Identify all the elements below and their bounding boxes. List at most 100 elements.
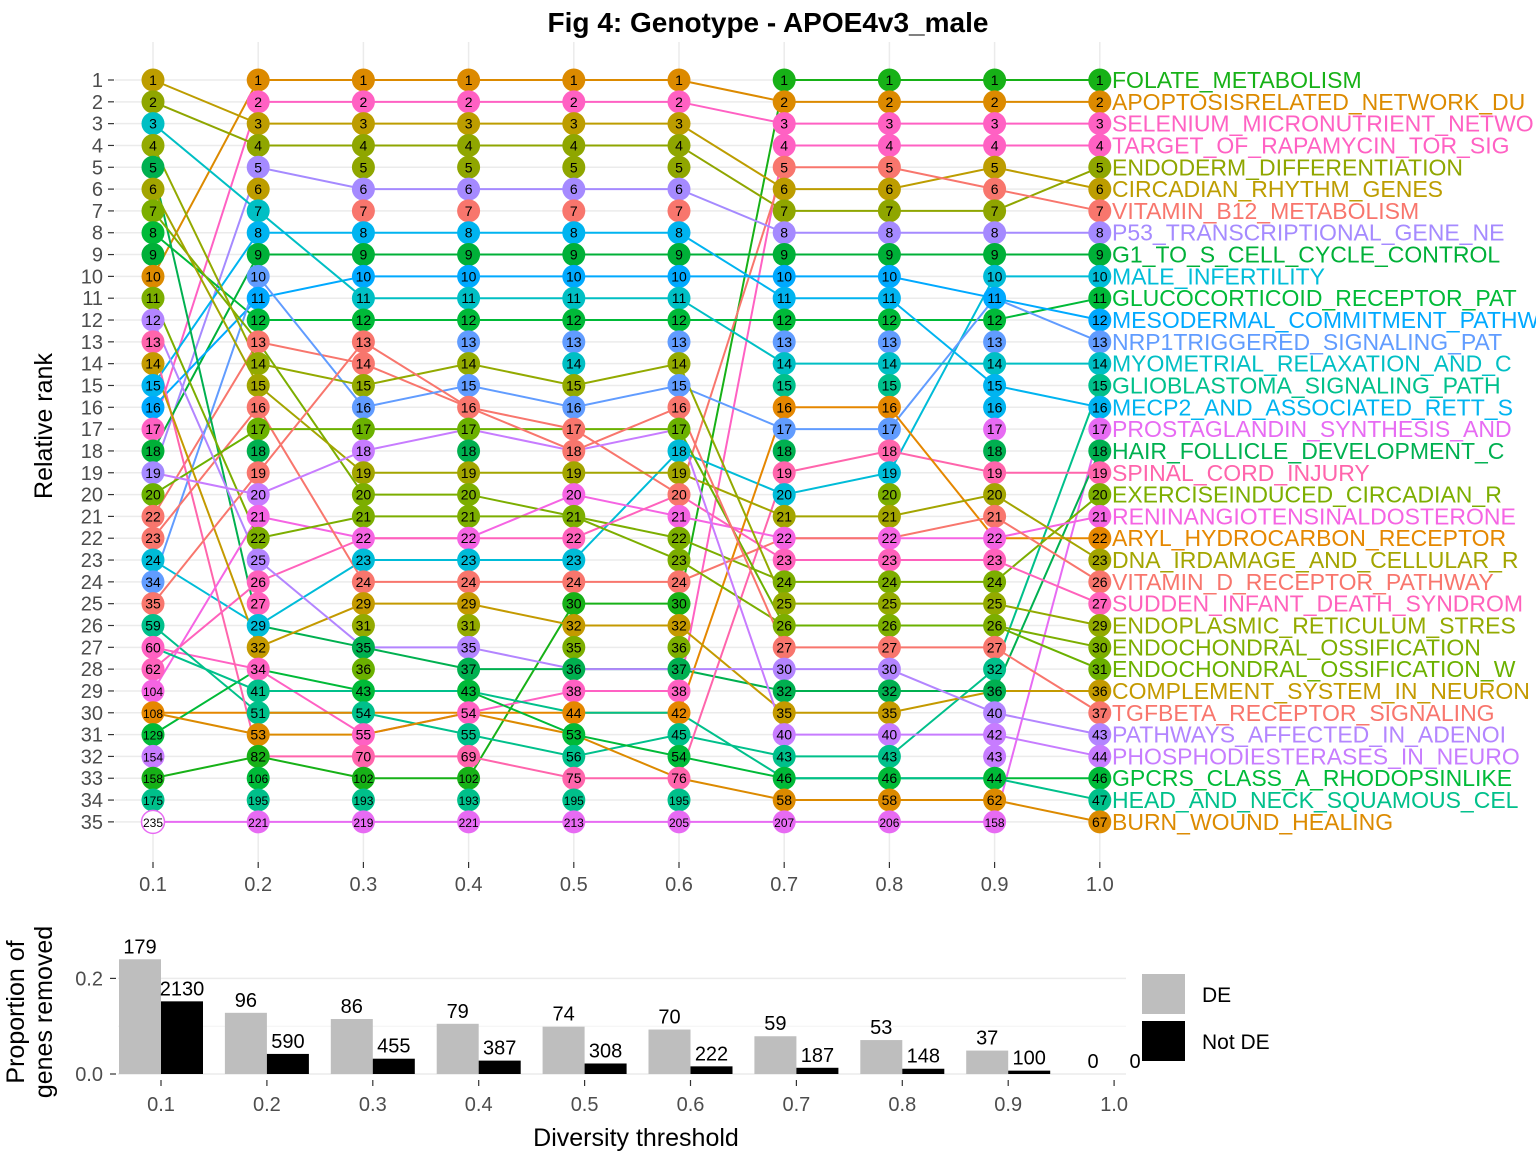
rank-point: 41 <box>246 679 270 703</box>
rank-point-label: 6 <box>254 181 262 197</box>
rank-point-label: 15 <box>145 377 161 393</box>
rank-y-tick-label: 24 <box>81 572 103 594</box>
rank-point-dot <box>562 483 586 507</box>
rank-point-label: 6 <box>360 181 368 197</box>
rank-point-dot <box>1088 592 1112 616</box>
rank-point-dot <box>351 417 375 441</box>
rank-point-label: 75 <box>566 770 582 786</box>
rank-point-label: 19 <box>671 465 687 481</box>
rank-point: 21 <box>562 504 586 528</box>
rank-point: 5 <box>246 155 270 179</box>
rank-point-dot <box>246 744 270 768</box>
rank-point-label: 1 <box>675 72 683 88</box>
rank-point-dot <box>141 439 165 463</box>
rank-point-dot <box>667 395 691 419</box>
rank-point: 20 <box>351 483 375 507</box>
rank-point-label: 1 <box>570 72 578 88</box>
rank-point-label: 21 <box>461 508 477 524</box>
rank-point-dot <box>457 744 481 768</box>
rank-point-label: 3 <box>780 116 788 132</box>
rank-point: 14 <box>1088 352 1112 376</box>
series-line-endoplasmic_reticulum_stres <box>152 145 1101 627</box>
rank-point: 4 <box>141 133 165 157</box>
rank-point: 2 <box>141 90 165 114</box>
rank-point: 11 <box>562 286 586 310</box>
series-line-glucocorticoid_receptor_pat <box>152 231 1101 322</box>
rank-point-dot <box>983 373 1007 397</box>
rank-point-dot <box>1088 788 1112 812</box>
rank-point-dot <box>457 68 481 92</box>
rank-point-label: 108 <box>143 707 163 721</box>
rank-point: 16 <box>877 395 901 419</box>
rank-point: 14 <box>983 352 1007 376</box>
rank-x-tick-label: 0.5 <box>560 874 588 896</box>
rank-point-dot <box>246 461 270 485</box>
bar-value-label: 59 <box>764 1013 786 1035</box>
rank-point: 7 <box>457 199 481 223</box>
rank-point-label: 43 <box>882 748 898 764</box>
rank-point-label: 37 <box>461 661 477 677</box>
rank-point-dot <box>562 373 586 397</box>
rank-point-label: 38 <box>671 683 687 699</box>
rank-point-label: 2 <box>991 94 999 110</box>
rank-point-label: 5 <box>675 159 683 175</box>
rank-point: 12 <box>457 308 481 332</box>
rank-point-label: 13 <box>461 334 477 350</box>
rank-point-dot <box>772 570 796 594</box>
pathway-label: MESODERMAL_COMMITMENT_PATHW <box>1112 307 1536 333</box>
bar-value-label: 74 <box>552 1004 574 1026</box>
rank-point: 35 <box>562 635 586 659</box>
rank-point-label: 27 <box>1092 596 1108 612</box>
bar-x-tick-label: 0.4 <box>465 1094 493 1116</box>
rank-point-dot <box>246 243 270 267</box>
rank-point-label: 20 <box>1092 487 1108 503</box>
rank-point-label: 30 <box>882 661 898 677</box>
rank-point: 18 <box>141 439 165 463</box>
rank-point-dot <box>457 286 481 310</box>
pathway-label: APOPTOSISRELATED_NETWORK_DU <box>1112 89 1525 115</box>
rank-point-dot <box>141 766 165 790</box>
rank-point-label: 11 <box>356 290 371 306</box>
rank-point: 25 <box>877 592 901 616</box>
rank-point: 7 <box>772 199 796 223</box>
rank-point-dot <box>667 112 691 136</box>
rank-point-label: 19 <box>250 465 266 481</box>
rank-point: 23 <box>457 548 481 572</box>
rank-point: 1 <box>562 68 586 92</box>
rank-point: 10 <box>562 264 586 288</box>
rank-point: 11 <box>877 286 901 310</box>
rank-point: 14 <box>351 352 375 376</box>
bar-de <box>648 1029 691 1074</box>
bar-de <box>860 1040 903 1074</box>
rank-point-label: 25 <box>987 596 1003 612</box>
rank-point-dot <box>351 330 375 354</box>
rank-point-dot <box>983 461 1007 485</box>
rank-point-label: 22 <box>461 530 477 546</box>
rank-point-dot <box>772 199 796 223</box>
rank-point-label: 9 <box>254 247 262 263</box>
rank-point: 17 <box>562 417 586 441</box>
rank-point-label: 4 <box>1096 137 1104 153</box>
pathway-label: PROSTAGLANDIN_SYNTHESIS_AND <box>1112 416 1512 442</box>
rank-point: 46 <box>772 766 796 790</box>
rank-point: 40 <box>772 723 796 747</box>
rank-point: 16 <box>351 395 375 419</box>
rank-point: 6 <box>877 177 901 201</box>
rank-point-label: 40 <box>882 727 898 743</box>
rank-point: 16 <box>772 395 796 419</box>
pathway-label: SPINAL_CORD_INJURY <box>1112 460 1370 486</box>
rank-point-label: 1 <box>465 72 473 88</box>
rank-point-dot <box>667 570 691 594</box>
rank-point-label: 5 <box>465 159 473 175</box>
rank-point-label: 1 <box>360 72 368 88</box>
rank-point-dot <box>562 68 586 92</box>
rank-point-label: 82 <box>250 748 266 764</box>
rank-point-label: 29 <box>250 618 266 634</box>
rank-point-label: 8 <box>465 225 473 241</box>
rank-point: 175 <box>141 788 165 812</box>
rank-points: 1234567891011121314151617181920222324343… <box>140 68 1112 835</box>
rank-point: 30 <box>562 592 586 616</box>
rank-point: 3 <box>1088 112 1112 136</box>
rank-point-label: 26 <box>776 618 792 634</box>
rank-point: 58 <box>877 788 901 812</box>
